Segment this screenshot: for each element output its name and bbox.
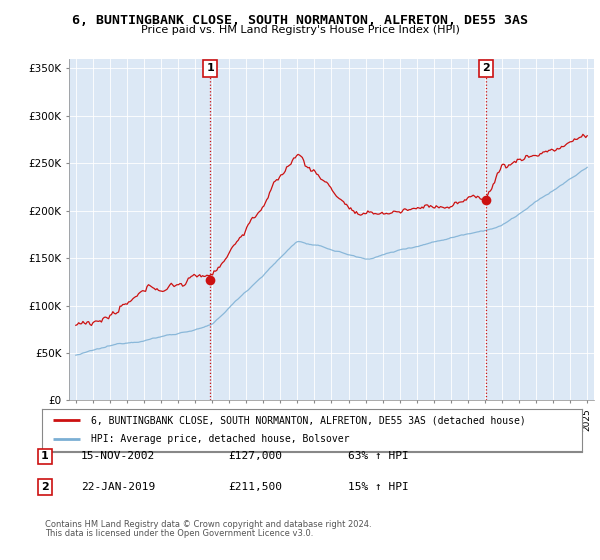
- Text: 6, BUNTINGBANK CLOSE, SOUTH NORMANTON, ALFRETON, DE55 3AS: 6, BUNTINGBANK CLOSE, SOUTH NORMANTON, A…: [72, 14, 528, 27]
- Text: £127,000: £127,000: [228, 451, 282, 461]
- Text: 15-NOV-2002: 15-NOV-2002: [81, 451, 155, 461]
- Text: 6, BUNTINGBANK CLOSE, SOUTH NORMANTON, ALFRETON, DE55 3AS (detached house): 6, BUNTINGBANK CLOSE, SOUTH NORMANTON, A…: [91, 415, 526, 425]
- Text: 2: 2: [482, 63, 490, 73]
- Text: £211,500: £211,500: [228, 482, 282, 492]
- Text: Contains HM Land Registry data © Crown copyright and database right 2024.: Contains HM Land Registry data © Crown c…: [45, 520, 371, 529]
- Text: 1: 1: [41, 451, 49, 461]
- Text: This data is licensed under the Open Government Licence v3.0.: This data is licensed under the Open Gov…: [45, 529, 313, 538]
- Text: 22-JAN-2019: 22-JAN-2019: [81, 482, 155, 492]
- Text: 15% ↑ HPI: 15% ↑ HPI: [348, 482, 409, 492]
- Text: 1: 1: [206, 63, 214, 73]
- Text: 63% ↑ HPI: 63% ↑ HPI: [348, 451, 409, 461]
- Text: 2: 2: [41, 482, 49, 492]
- Text: Price paid vs. HM Land Registry's House Price Index (HPI): Price paid vs. HM Land Registry's House …: [140, 25, 460, 35]
- Text: HPI: Average price, detached house, Bolsover: HPI: Average price, detached house, Bols…: [91, 435, 349, 445]
